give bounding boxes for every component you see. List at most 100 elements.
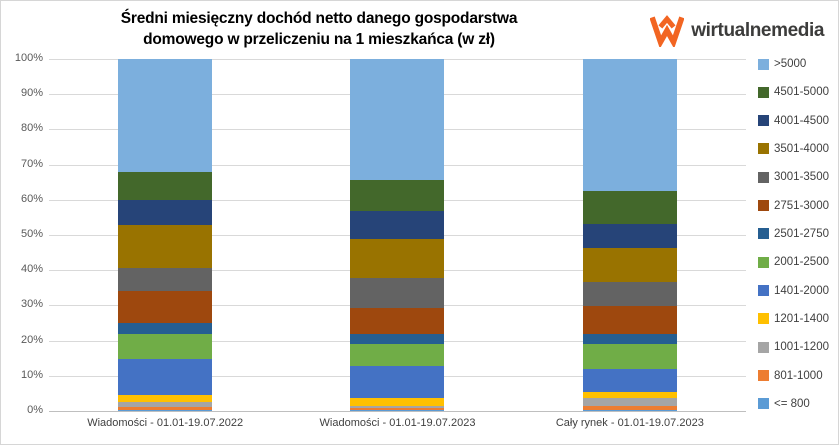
bar-segment <box>582 224 677 249</box>
bar-segment <box>350 397 445 406</box>
x-category-label: Wiadomości - 01.01-19.07.2023 <box>319 417 476 429</box>
bar-slot <box>49 59 281 411</box>
y-tick-label: 90% <box>20 87 43 100</box>
legend-label: 1001-1200 <box>774 341 829 354</box>
bar-segment <box>118 410 213 411</box>
y-tick-label: 20% <box>20 333 43 346</box>
legend-swatch-icon <box>758 86 769 98</box>
legend-item: 3501-4000 <box>758 143 829 155</box>
legend-label: 1201-1400 <box>774 312 829 325</box>
legend-swatch-icon <box>758 143 769 155</box>
bar-segment <box>350 365 445 398</box>
plot-area <box>49 59 746 411</box>
bar-segment <box>118 406 213 411</box>
legend-label: 3501-4000 <box>774 142 829 155</box>
bar-segment <box>350 278 445 308</box>
bar-segment <box>582 59 677 191</box>
legend-swatch-icon <box>758 200 769 212</box>
y-tick-label: 40% <box>20 263 43 276</box>
bar-segment <box>350 210 445 239</box>
legend-label: 4501-5000 <box>774 86 829 99</box>
bar-segment <box>350 179 445 211</box>
bar-segment <box>350 59 445 180</box>
y-tick-label: 30% <box>20 298 43 311</box>
legend-label: 4001-4500 <box>774 114 829 127</box>
legend-item: 1001-1200 <box>758 341 829 353</box>
legend-label: 2001-2500 <box>774 256 829 269</box>
legend-swatch-icon <box>758 285 769 297</box>
legend-label: 801-1000 <box>774 369 823 382</box>
legend-swatch-icon <box>758 58 769 70</box>
chart-title-line1: Średni miesięczny dochód netto danego go… <box>120 10 518 27</box>
bar-segment <box>350 238 445 278</box>
bar-segment <box>350 405 445 408</box>
y-tick-label: 50% <box>20 228 43 240</box>
x-category-label: Wiadomości - 01.01-19.07.2022 <box>87 417 244 429</box>
bar-segment <box>118 395 213 402</box>
legend-label: <= 800 <box>774 397 810 410</box>
bar-segment <box>118 267 213 292</box>
legend-item: 2501-2750 <box>758 228 829 240</box>
bar-segment <box>582 398 677 406</box>
legend-item: 3001-3500 <box>758 171 829 183</box>
bar-segment <box>582 369 677 393</box>
bar-segment <box>350 333 445 344</box>
bar-segment <box>582 392 677 399</box>
legend-item: >5000 <box>758 58 829 70</box>
bar-segment <box>582 248 677 282</box>
y-tick-label: 0% <box>27 404 43 416</box>
legend-label: 1401-2000 <box>774 284 829 297</box>
bar-segment <box>582 344 677 370</box>
legend-item: 4001-4500 <box>758 115 829 127</box>
legend-swatch-icon <box>758 228 769 240</box>
bar-segment <box>582 409 677 411</box>
wirtualnemedia-logo: wirtualnemedia <box>650 15 824 47</box>
bar-segment <box>582 334 677 345</box>
legend-swatch-icon <box>758 370 769 382</box>
bar-segment <box>350 307 445 334</box>
y-tick-label: 60% <box>20 192 43 205</box>
bar-segment <box>118 322 213 334</box>
legend-item: 2751-3000 <box>758 200 829 212</box>
stacked-bar <box>118 59 213 411</box>
legend-swatch-icon <box>758 171 769 183</box>
gridline <box>49 411 746 412</box>
bar-segment <box>582 306 677 335</box>
legend-label: 2501-2750 <box>774 227 829 240</box>
bar-segment <box>350 407 445 411</box>
legend-swatch-icon <box>758 341 769 353</box>
bar-slot <box>514 59 746 411</box>
bar-segment <box>350 410 445 411</box>
legend-swatch-icon <box>758 115 769 127</box>
y-tick-label: 100% <box>14 52 43 64</box>
legend: >5000 4501-5000 4001-4500 3501-4000 3001-350… <box>758 58 829 410</box>
bar-segment <box>118 199 213 225</box>
legend-item: 1401-2000 <box>758 285 829 297</box>
legend-label: 3001-3500 <box>774 171 829 184</box>
bar-segment <box>118 59 213 173</box>
legend-label: 2751-3000 <box>774 199 829 212</box>
bar-segment <box>118 401 213 407</box>
bar-segment <box>118 358 213 396</box>
bar-segment <box>118 172 213 200</box>
wirtualnemedia-logo-text: wirtualnemedia <box>691 20 824 41</box>
legend-swatch-icon <box>758 256 769 268</box>
legend-item: 4501-5000 <box>758 86 829 98</box>
bar-slot <box>281 59 513 411</box>
stacked-bar <box>582 59 677 411</box>
bar-segment <box>582 190 677 225</box>
bar-segment <box>118 333 213 359</box>
bar-segment <box>582 281 677 307</box>
legend-item: 801-1000 <box>758 370 829 382</box>
bar-segment <box>118 291 213 323</box>
wirtualnemedia-mark-icon <box>650 15 685 47</box>
x-axis-category-labels: Wiadomości - 01.01-19.07.2022 Wiadomości … <box>49 417 746 429</box>
y-tick-label: 10% <box>20 368 43 381</box>
legend-item: 1201-1400 <box>758 313 829 325</box>
legend-item: <= 800 <box>758 398 829 410</box>
legend-swatch-icon <box>758 313 769 325</box>
stacked-bar <box>350 59 445 411</box>
chart-title-line2: domowego w przeliczeniu na 1 mieszkańca … <box>143 31 495 48</box>
chart-title: Średni miesięczny dochód netto danego go… <box>1 8 637 50</box>
